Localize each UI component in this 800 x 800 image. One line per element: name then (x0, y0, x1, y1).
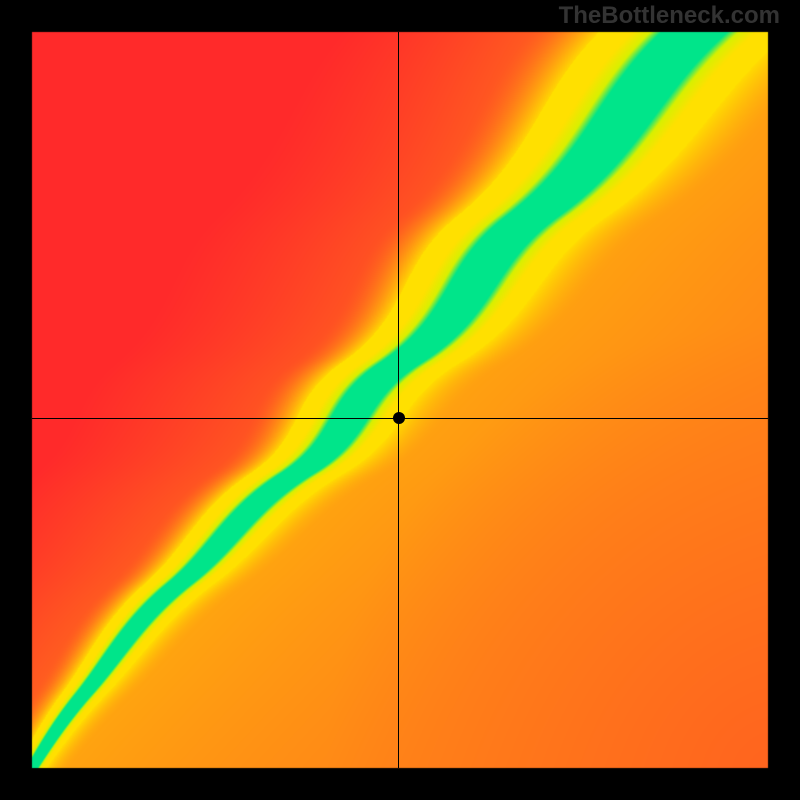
crosshair-point (393, 412, 405, 424)
crosshair-vertical (398, 32, 399, 768)
heatmap-canvas (0, 0, 800, 800)
watermark-text: TheBottleneck.com (559, 2, 780, 30)
